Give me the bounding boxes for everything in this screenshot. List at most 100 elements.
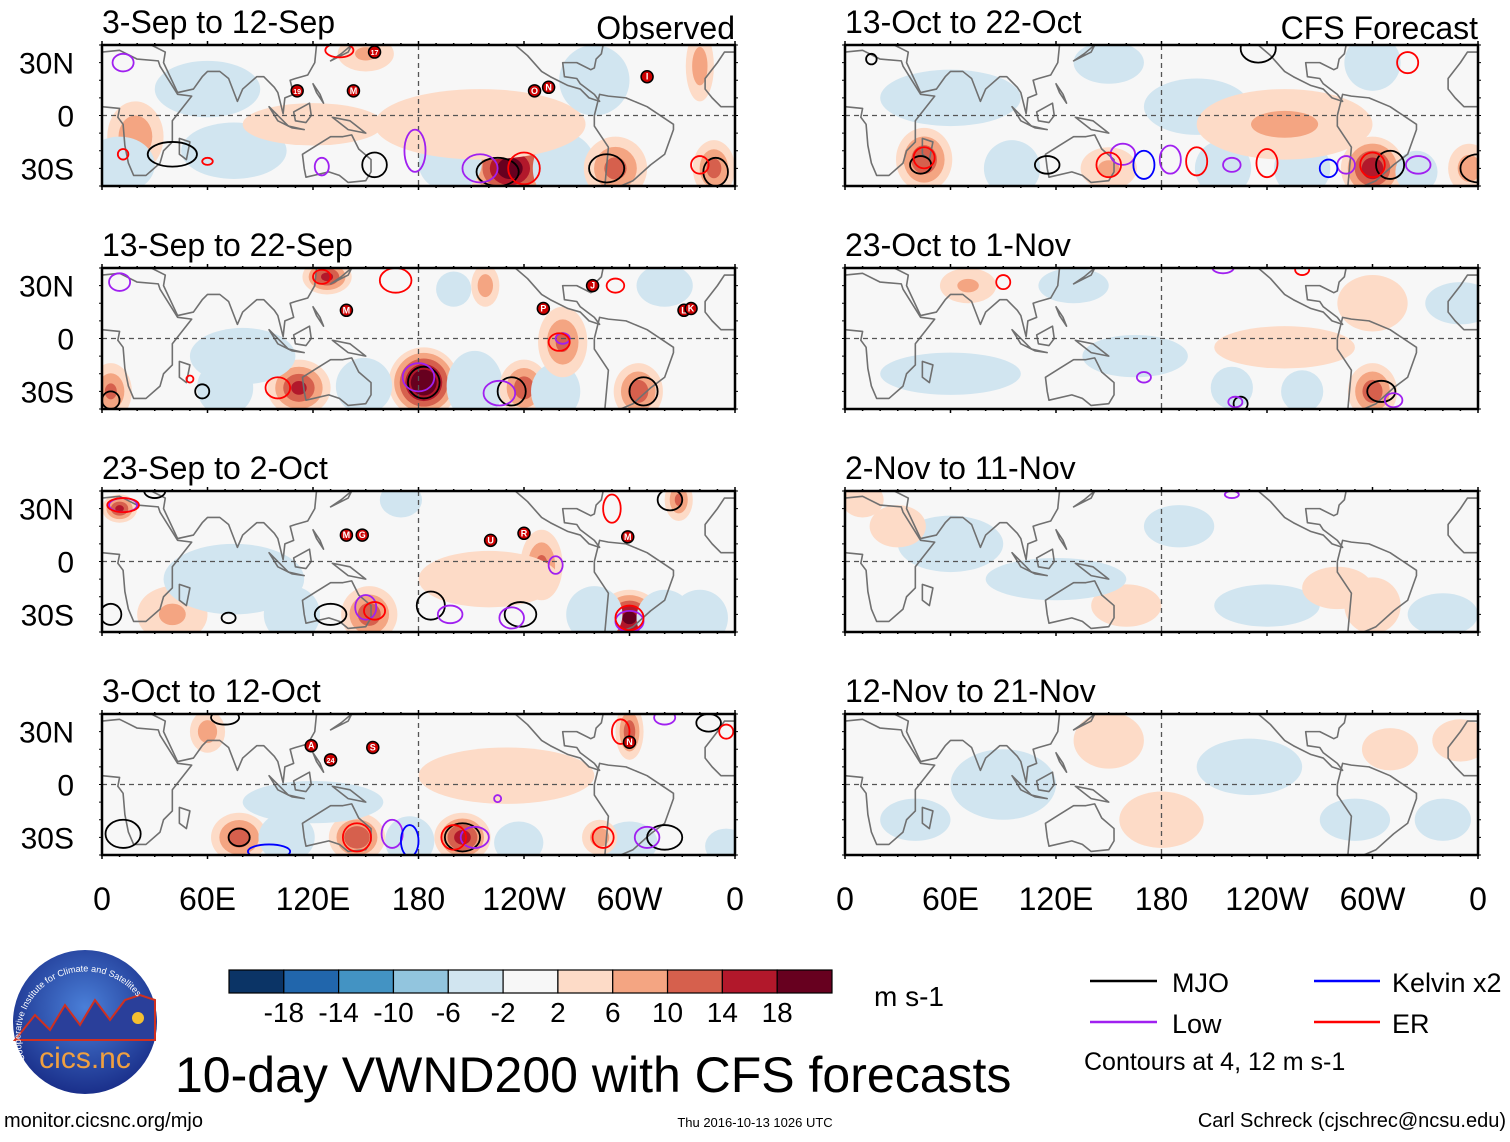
anomaly-shading	[154, 60, 261, 118]
contour-low	[1109, 142, 1137, 166]
coastline	[921, 583, 934, 607]
anomaly-shading	[604, 157, 627, 180]
coastline	[178, 360, 191, 384]
anomaly-shading	[911, 145, 937, 175]
anomaly-shading	[418, 747, 595, 804]
legend-label-mjo: MJO	[1172, 968, 1229, 998]
coastline	[1336, 316, 1418, 409]
anomaly-shading	[1425, 282, 1478, 325]
coastline	[150, 714, 318, 784]
anomaly-shading	[1251, 110, 1319, 138]
anomaly-shading	[513, 376, 535, 400]
coastline	[1074, 785, 1110, 803]
anomaly-shading	[705, 828, 735, 855]
contour-er	[614, 604, 645, 632]
logo-text: cics.nc	[39, 1042, 131, 1075]
anomaly-shading	[379, 491, 423, 518]
anomaly-shading	[1407, 593, 1478, 632]
contour-mjo	[496, 376, 527, 407]
coastline	[514, 45, 604, 103]
anomaly-shading	[1038, 268, 1109, 304]
coastline	[301, 357, 372, 407]
storm-label: U	[487, 535, 494, 545]
coastline	[1055, 82, 1068, 104]
colorbar-level-label: -14	[318, 997, 358, 1028]
storm-label: O	[531, 86, 538, 96]
contour-low	[436, 604, 464, 625]
coastline	[514, 491, 604, 549]
contour-low	[653, 714, 677, 726]
anomaly-shading	[1143, 505, 1215, 548]
contour-kelvin	[400, 824, 420, 855]
contour-mjo	[102, 602, 123, 626]
coastline	[150, 491, 318, 561]
panel-title: 13-Sep to 22-Sep	[102, 227, 353, 263]
coastline	[268, 774, 290, 796]
contour-low	[403, 128, 427, 173]
lon-tick-label: 180	[1135, 881, 1188, 917]
contour-er	[324, 45, 355, 59]
lat-tick-label: 30N	[19, 494, 74, 527]
anomaly-shading	[115, 505, 124, 513]
contour-low	[1383, 392, 1404, 409]
contour-low	[1211, 268, 1235, 275]
contour-mjo	[1239, 45, 1277, 64]
coastline	[921, 806, 934, 830]
storm-marker: 24	[323, 753, 338, 767]
coastline	[178, 583, 191, 607]
coastline	[268, 105, 290, 127]
coastline	[150, 45, 318, 115]
contour-er	[507, 151, 541, 186]
colorbar-box	[392, 969, 449, 994]
coastline	[329, 45, 353, 62]
anomaly-shading	[158, 603, 186, 626]
coastline	[1011, 328, 1033, 350]
contour-low	[111, 52, 135, 73]
storm-label: J	[590, 281, 595, 291]
coastline	[292, 548, 313, 570]
anomaly-shading	[1082, 334, 1188, 378]
storm-label: M	[350, 86, 358, 96]
storm-label: P	[540, 304, 546, 314]
legend-label-kelvin: Kelvin x2	[1392, 968, 1502, 998]
anomaly-shading	[957, 278, 979, 293]
storm-label: N	[545, 82, 552, 92]
storm-marker: J	[585, 278, 600, 293]
storm-marker: N	[622, 735, 637, 749]
contour-er	[1294, 268, 1311, 276]
coastline	[292, 102, 313, 124]
colorbar-level-label: 6	[605, 997, 621, 1028]
panel-title: 23-Sep to 2-Oct	[102, 450, 328, 486]
coastline	[1447, 497, 1478, 554]
coastline	[287, 794, 306, 800]
contour-kelvin	[247, 843, 292, 855]
lat-tick-label: 30N	[19, 48, 74, 81]
anomaly-shading	[1210, 366, 1253, 409]
colorbar-box	[557, 969, 614, 994]
contour-er	[116, 148, 130, 161]
coastline	[845, 272, 936, 400]
colorbar-box	[666, 969, 723, 994]
contour-er	[718, 723, 735, 740]
lat-tick-label: 0	[57, 770, 74, 803]
contour-er	[440, 824, 467, 851]
anomaly-shading	[436, 271, 472, 307]
anomaly-shading	[189, 327, 296, 385]
storm-marker: N	[541, 80, 556, 95]
contour-er	[185, 374, 195, 384]
colorbar-box	[612, 969, 669, 994]
anomaly-shading	[1337, 275, 1408, 332]
contour-er	[605, 277, 626, 294]
storm-marker: P	[536, 301, 551, 316]
coastline	[1074, 562, 1110, 580]
lat-tick-label: 30S	[21, 153, 74, 186]
lon-tick-label: 0	[726, 881, 744, 917]
lat-tick-label: 0	[57, 101, 74, 134]
storm-label: 17	[371, 50, 379, 57]
anomaly-shading	[477, 274, 494, 298]
storm-label: 24	[327, 758, 335, 765]
storm-label: A	[308, 741, 315, 751]
storm-label: M	[343, 530, 351, 540]
colorbar-box	[228, 969, 285, 994]
coastline	[845, 718, 936, 846]
